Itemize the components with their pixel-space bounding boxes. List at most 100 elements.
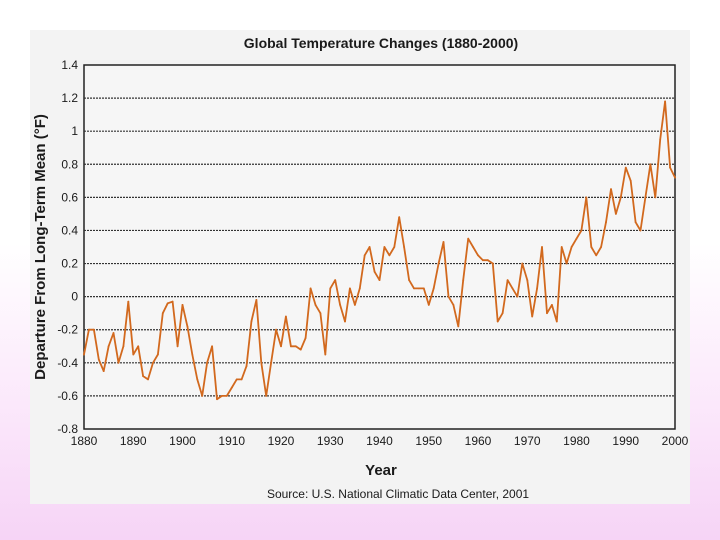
x-tick-label: 1960	[465, 434, 492, 448]
data-point	[506, 279, 509, 281]
data-point	[329, 287, 332, 290]
y-tick-label: 0	[71, 290, 78, 304]
data-point	[501, 312, 504, 315]
x-tick-label: 1880	[71, 434, 98, 448]
x-tick-label: 1920	[268, 434, 295, 448]
x-axis-label: Year	[365, 462, 397, 479]
chart-svg: Global Temperature Changes (1880-2000) 1…	[32, 35, 689, 501]
source-note: Source: U.S. National Climatic Data Cent…	[267, 487, 529, 501]
y-tick-label: 1.4	[61, 58, 78, 72]
data-point	[250, 320, 253, 323]
data-point	[225, 395, 228, 397]
data-point	[619, 196, 622, 199]
data-point	[181, 304, 184, 306]
data-point	[541, 246, 543, 248]
data-point	[649, 163, 652, 166]
data-point	[290, 345, 292, 348]
data-point	[299, 348, 302, 351]
data-point	[319, 312, 322, 315]
data-point	[447, 295, 450, 298]
y-tick-label: -0.4	[57, 356, 78, 370]
data-point	[398, 216, 401, 219]
data-point	[102, 370, 105, 372]
data-point	[354, 304, 356, 306]
data-point	[171, 300, 174, 303]
data-point	[575, 237, 578, 240]
data-point	[368, 246, 371, 248]
data-point	[491, 262, 494, 265]
y-tick-label: -0.6	[57, 389, 78, 403]
data-point	[339, 304, 341, 306]
data-point	[624, 166, 627, 169]
data-point	[472, 246, 474, 248]
data-point	[358, 287, 361, 290]
data-point	[422, 287, 425, 290]
data-point	[83, 353, 85, 356]
data-point	[314, 304, 317, 306]
y-tick-label: 0.4	[61, 223, 78, 237]
data-point	[216, 398, 218, 401]
data-point	[536, 287, 538, 290]
data-point	[349, 287, 351, 290]
data-point	[526, 279, 529, 281]
data-points	[83, 100, 676, 401]
data-point	[496, 320, 499, 323]
data-point	[551, 304, 553, 306]
data-point	[255, 299, 258, 301]
data-point	[93, 328, 95, 331]
data-point	[531, 315, 534, 318]
chart-figure: Global Temperature Changes (1880-2000) 1…	[30, 30, 690, 504]
data-point	[595, 254, 598, 257]
data-point	[211, 345, 214, 348]
data-point	[669, 166, 671, 169]
x-tick-label: 1910	[218, 434, 245, 448]
y-tick-label: 0.8	[61, 157, 78, 171]
y-axis-label: Departure From Long-Term Mean (°F)	[32, 114, 49, 380]
data-point	[127, 300, 130, 303]
data-point	[201, 395, 204, 397]
data-point	[639, 229, 642, 232]
data-point	[629, 179, 632, 182]
data-point	[442, 241, 445, 243]
data-point	[432, 287, 435, 290]
data-point	[373, 270, 376, 273]
data-point	[388, 254, 391, 257]
data-point	[664, 100, 666, 103]
data-point	[132, 353, 135, 356]
data-point	[462, 279, 465, 281]
y-tick-labels: 1.4 1.2 1 0.8 0.6 0.4 0.2 0 -0.2 -0.4 -0.6 -0.8	[57, 58, 78, 436]
data-point	[437, 262, 440, 265]
data-point	[363, 254, 366, 257]
data-point	[654, 196, 657, 199]
data-point	[482, 259, 484, 262]
x-tick-label: 1980	[563, 434, 590, 448]
data-point	[605, 221, 607, 224]
x-tick-label: 1970	[514, 434, 541, 448]
data-point	[117, 361, 120, 364]
data-point	[457, 325, 460, 328]
data-point	[521, 262, 524, 265]
data-point	[427, 304, 430, 306]
data-point	[107, 345, 110, 348]
x-tick-label: 1940	[366, 434, 393, 448]
data-point	[157, 353, 159, 356]
data-point	[147, 378, 149, 381]
data-point	[570, 246, 573, 248]
data-point	[245, 365, 248, 367]
y-tick-label: -0.8	[57, 422, 78, 436]
data-point	[137, 345, 140, 348]
data-point	[122, 345, 125, 348]
data-point	[546, 312, 548, 315]
data-point	[590, 246, 593, 248]
data-point	[97, 358, 100, 361]
data-point	[152, 361, 154, 364]
data-point	[600, 246, 602, 248]
data-point	[408, 279, 410, 281]
data-point	[383, 246, 386, 248]
data-point	[161, 312, 164, 315]
data-point	[511, 287, 514, 290]
data-point	[309, 287, 312, 290]
data-point	[403, 246, 405, 248]
data-point	[166, 302, 169, 305]
data-point	[240, 378, 243, 381]
